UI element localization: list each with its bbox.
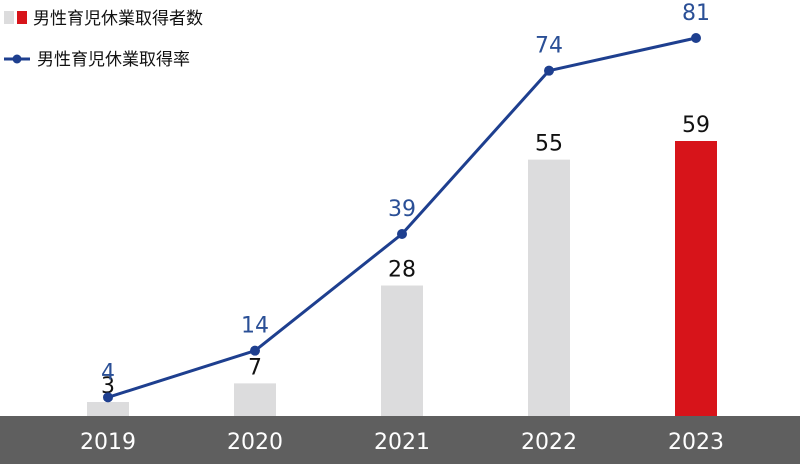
x-tick-2023: 2023 — [668, 430, 724, 455]
bar-2021 — [381, 285, 423, 416]
legend-line-label: 男性育児休業取得率 — [37, 50, 190, 70]
bar-label-2022: 55 — [535, 132, 563, 157]
bar-value-labels: 3 7 28 55 59 — [101, 113, 710, 399]
x-tick-2020: 2020 — [227, 430, 283, 455]
bar-2020 — [234, 383, 276, 416]
line-label-2019: 4 — [101, 360, 115, 385]
line-point-2020 — [250, 345, 260, 356]
bar-label-2020: 7 — [248, 355, 262, 380]
line-label-2022: 74 — [535, 34, 563, 59]
legend-line-marker — [12, 54, 22, 64]
bar-2023 — [675, 141, 717, 416]
legend-bar-label: 男性育児休業取得者数 — [33, 9, 203, 29]
bar-label-2023: 59 — [682, 113, 710, 138]
bar-series — [87, 141, 717, 416]
x-tick-2019: 2019 — [80, 430, 136, 455]
line-point-2019 — [103, 392, 113, 403]
legend: 男性育児休業取得者数 男性育児休業取得率 — [4, 9, 203, 70]
legend-bar-swatch-red — [17, 11, 27, 24]
bar-2022 — [528, 159, 570, 416]
legend-bar-swatch-gray — [4, 11, 14, 24]
bar-label-2021: 28 — [388, 257, 416, 282]
x-tick-2022: 2022 — [521, 430, 577, 455]
bar-2019 — [87, 402, 129, 416]
line-label-2023: 81 — [682, 1, 710, 26]
line-point-2022 — [544, 65, 554, 76]
line-label-2021: 39 — [388, 197, 416, 222]
x-tick-2021: 2021 — [374, 430, 430, 455]
x-axis-band — [0, 416, 800, 464]
line-label-2020: 14 — [241, 314, 269, 339]
line-series — [103, 33, 701, 403]
x-axis-ticks: 2019 2020 2021 2022 2023 — [80, 430, 724, 455]
line-value-labels: 4 14 39 74 81 — [101, 1, 710, 385]
line-point-2023 — [691, 33, 701, 43]
bar-label-2019: 3 — [101, 374, 115, 399]
line-point-2021 — [397, 229, 407, 239]
